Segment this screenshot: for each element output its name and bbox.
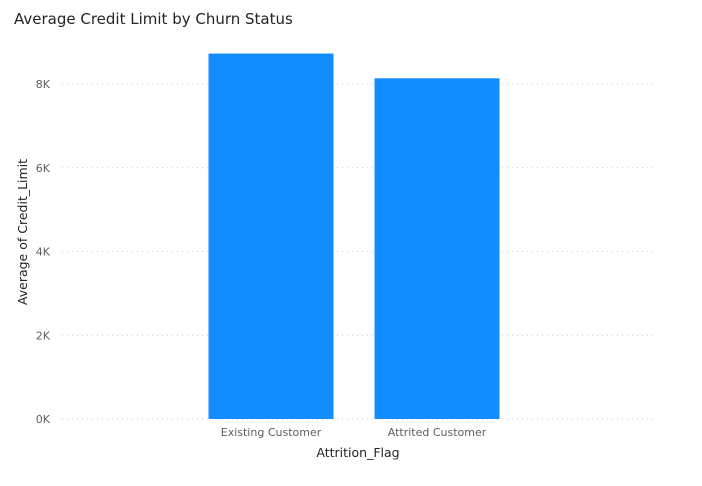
x-tick-label: Existing Customer [221,426,322,439]
x-axis-ticks: Existing Customer Attrited Customer [221,426,487,439]
bars [208,53,500,420]
chart-title: Average Credit Limit by Churn Status [14,10,293,28]
x-axis-title: Attrition_Flag [316,445,399,460]
y-tick-label: 8K [36,78,51,91]
bar[interactable] [374,78,500,420]
y-axis-ticks: 0K 2K 4K 6K 8K [36,78,51,426]
y-tick-label: 2K [36,329,51,342]
y-tick-label: 4K [36,246,51,259]
y-axis-title: Average of Credit_Limit [15,159,30,305]
x-tick-label: Attrited Customer [388,426,487,439]
y-tick-label: 6K [36,162,51,175]
bar[interactable] [208,53,334,419]
y-tick-label: 0K [36,413,51,426]
gridlines [62,83,657,420]
